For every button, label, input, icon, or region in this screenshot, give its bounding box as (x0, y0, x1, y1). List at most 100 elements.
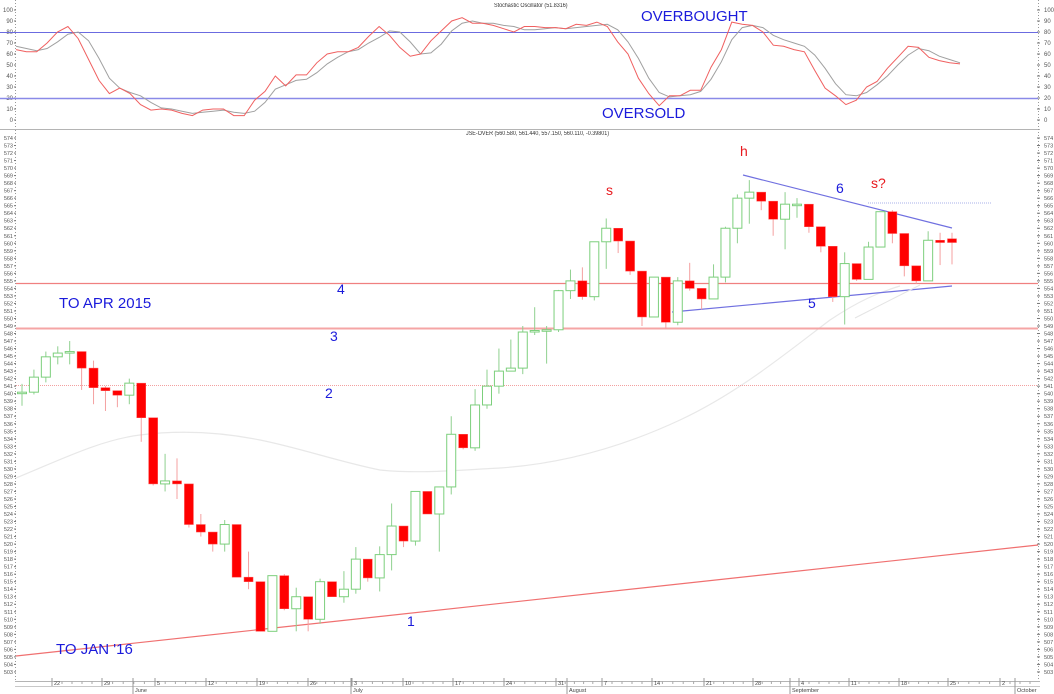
price-tick-label: 537 (1044, 414, 1053, 420)
price-tick-label: 515 (4, 580, 13, 586)
osc-tick-label: 100 (1044, 8, 1054, 14)
candle-body-bear (208, 531, 218, 545)
price-tick-label: 525 (1044, 504, 1053, 510)
pattern-label-left-shoulder: s (606, 182, 613, 198)
candle-body-bull (708, 276, 719, 300)
candle-body-bear (804, 203, 814, 227)
candle-body-bear (756, 191, 766, 202)
osc-tick-label: 50 (1044, 63, 1051, 69)
price-tick-label: 530 (4, 467, 13, 473)
price-tick-label: 563 (1044, 219, 1053, 225)
price-tick-label: 567 (4, 189, 13, 195)
pattern-label-head: h (740, 143, 748, 159)
x-day-label: 29 (104, 681, 110, 687)
price-tick-label: 521 (4, 535, 13, 541)
price-tick-label: 550 (4, 316, 13, 322)
candle-body-bear (100, 387, 111, 391)
price-tick-label: 529 (4, 474, 13, 480)
price-tick-label: 551 (4, 309, 13, 315)
price-tick-label: 541 (1044, 384, 1053, 390)
price-tick-label: 510 (1044, 617, 1053, 623)
candle-body-bear (327, 581, 337, 597)
candle-body-bear (577, 280, 588, 297)
candle-body-bull (672, 280, 683, 323)
candle-body-bear (613, 227, 623, 242)
price-tick-label: 557 (4, 264, 13, 270)
price-tick-label: 511 (1044, 610, 1053, 616)
price-tick-label: 562 (4, 226, 13, 232)
candle-body-bear (76, 351, 87, 369)
price-tick-label: 541 (4, 384, 13, 390)
price-tick-label: 571 (1044, 159, 1053, 165)
osc-tick-label: 30 (6, 85, 13, 91)
price-tick-label: 574 (1044, 136, 1053, 142)
price-tick-label: 522 (1044, 527, 1053, 533)
candle-body-bull (505, 367, 516, 372)
price-tick-label: 561 (4, 234, 13, 240)
price-tick-label: 506 (4, 647, 13, 653)
price-tick-label: 539 (4, 399, 13, 405)
price-tick-label: 523 (4, 520, 13, 526)
price-tick-label: 519 (4, 550, 13, 556)
trend-label-6: 6 (836, 180, 844, 196)
candle-body-bear (243, 576, 254, 582)
x-day-label: 5 (157, 681, 160, 687)
x-day-label: 7 (604, 681, 607, 687)
candle-body-bull (386, 525, 397, 556)
price-tick-label: 558 (4, 256, 13, 262)
candle-body-bear (458, 434, 468, 449)
price-tick-label: 550 (1044, 316, 1053, 322)
candle-body-bull (64, 351, 75, 354)
x-day-label: 18 (901, 681, 907, 687)
price-tick-label: 509 (4, 625, 13, 631)
candle-body-bull (160, 480, 171, 485)
price-tick-label: 527 (4, 489, 13, 495)
price-tick-label: 554 (4, 286, 13, 292)
osc-tick-label: 70 (6, 41, 13, 47)
price-tick-label: 521 (1044, 535, 1053, 541)
x-day-label: 26 (310, 681, 316, 687)
oversold-label: OVERSOLD (602, 105, 686, 122)
price-tick-label: 508 (4, 632, 13, 638)
candle-body-bull (338, 588, 349, 598)
osc-tick-label: 30 (1044, 85, 1051, 91)
price-tick-label: 513 (4, 595, 13, 601)
price-tick-label: 565 (1044, 204, 1053, 210)
price-tick-label: 559 (1044, 249, 1053, 255)
price-tick-label: 517 (4, 565, 13, 571)
candle-body-bull (648, 276, 659, 318)
trend-line-5 (671, 285, 953, 313)
price-tick-label: 527 (1044, 489, 1053, 495)
candle-body-bear (899, 233, 910, 267)
candle-body-bull (529, 330, 540, 333)
x-month-label: September (792, 688, 819, 694)
price-tick-label: 559 (4, 249, 13, 255)
candle-body-bear (136, 382, 146, 418)
osc-tick-label: 20 (1044, 96, 1051, 102)
candle-body-bear (935, 240, 945, 243)
candle-body-bear (828, 246, 838, 297)
x-day-label: 2 (1002, 681, 1005, 687)
osc-tick-label: 40 (6, 74, 13, 80)
price-tick-label: 535 (4, 429, 13, 435)
price-tick-label: 531 (4, 459, 13, 465)
price-tick-label: 516 (4, 572, 13, 578)
candle-body-bull (541, 329, 552, 332)
price-tick-label: 528 (1044, 482, 1053, 488)
price-tick-label: 552 (4, 301, 13, 307)
price-tick-label: 526 (4, 497, 13, 503)
price-tick-label: 533 (4, 444, 13, 450)
oscillator-lines (15, 17, 961, 117)
osc-tick-label: 40 (1044, 74, 1051, 80)
price-tick-label: 520 (1044, 542, 1053, 548)
overbought-label: OVERBOUGHT (641, 8, 748, 25)
price-tick-label: 543 (1044, 369, 1053, 375)
level-label-3: 3 (330, 328, 338, 344)
x-day-label: 31 (558, 681, 564, 687)
osc-tick-label: 10 (1044, 107, 1051, 113)
candle-body-bull (410, 490, 421, 542)
candle-body-bull (875, 211, 886, 248)
price-tick-label: 509 (1044, 625, 1053, 631)
price-tick-label: 524 (1044, 512, 1053, 518)
candle-body-bear (887, 211, 898, 234)
